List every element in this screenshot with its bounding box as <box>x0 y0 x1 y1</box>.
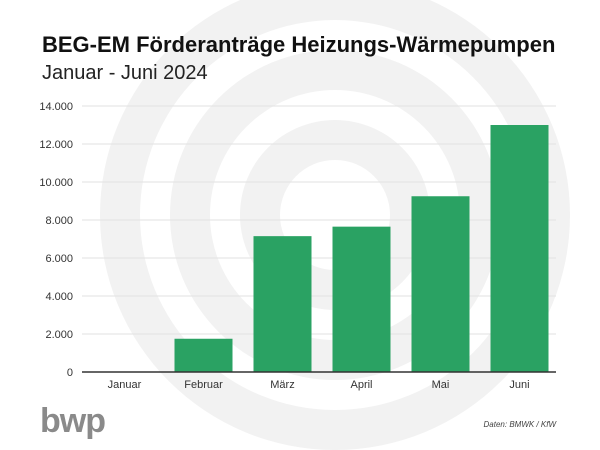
x-tick-label: Januar <box>108 379 142 391</box>
x-tick-label: Mai <box>432 379 450 391</box>
y-tick-label: 14.000 <box>39 101 73 113</box>
bar-april <box>332 226 391 372</box>
y-tick-label: 2.000 <box>45 329 73 341</box>
chart-subtitle: Januar - Juni 2024 <box>42 62 208 84</box>
y-tick-label: 10.000 <box>39 177 73 189</box>
y-tick-label: 6.000 <box>45 253 73 265</box>
bar-februar <box>174 338 233 372</box>
x-tick-label: März <box>270 379 294 391</box>
y-tick-label: 4.000 <box>45 291 73 303</box>
x-tick-label: Februar <box>184 379 223 391</box>
bar-mai <box>411 196 470 372</box>
x-tick-label: Juni <box>509 379 529 391</box>
y-tick-label: 0 <box>67 367 73 379</box>
y-tick-label: 8.000 <box>45 215 73 227</box>
x-tick-label: April <box>350 379 372 391</box>
bwp-logo: bwp <box>40 402 106 440</box>
chart-title: BEG-EM Förderanträge Heizungs-Wärmepumpe… <box>42 32 556 57</box>
bar-juni <box>490 125 549 372</box>
source-note: Daten: BMWK / KfW <box>483 420 556 429</box>
bar-märz <box>253 236 312 372</box>
y-tick-label: 12.000 <box>39 139 73 151</box>
